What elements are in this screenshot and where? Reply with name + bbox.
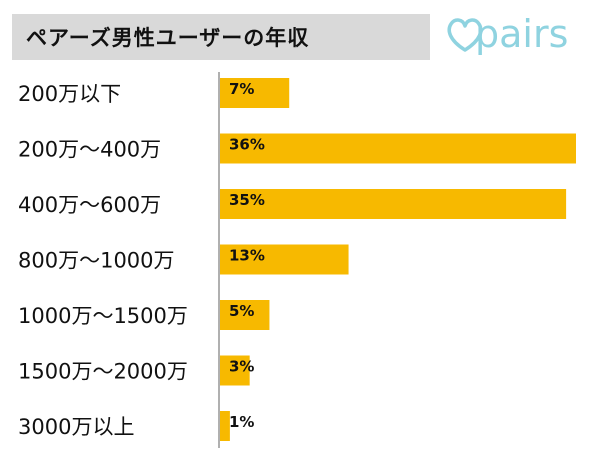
value-label: 36% [229, 136, 265, 154]
heart-outline-icon [447, 18, 483, 52]
pairs-logo: pairs [445, 10, 590, 60]
value-label: 3% [229, 358, 254, 376]
category-label: 1500万〜2000万 [18, 360, 188, 384]
labels-layer: 200万以下 7% 200万〜400万 36% 400万〜600万 35% 800万〜100… [18, 80, 265, 439]
bars-layer [220, 78, 576, 441]
value-label: 5% [229, 302, 254, 320]
category-label: 400万〜600万 [18, 193, 161, 217]
value-label: 13% [229, 247, 265, 265]
category-label: 3000万以上 [18, 415, 134, 439]
value-label: 7% [229, 80, 254, 98]
bar-0 [220, 78, 290, 108]
bar-3 [220, 244, 349, 275]
value-label: 35% [229, 191, 265, 209]
category-label: 800万〜1000万 [18, 249, 175, 273]
bar-4 [220, 300, 270, 330]
value-label: 1% [229, 413, 254, 431]
category-label: 1000万〜1500万 [18, 304, 188, 328]
bar-1 [220, 133, 576, 164]
bar-5 [220, 355, 250, 386]
bar-2 [220, 189, 567, 219]
category-label: 200万以下 [18, 82, 121, 106]
chart-title: ペアーズ男性ユーザーの年収 [26, 26, 310, 50]
category-label: 200万〜400万 [18, 138, 161, 162]
chart-title-banner: ペアーズ男性ユーザーの年収 [12, 14, 430, 60]
bar-6 [220, 411, 230, 441]
logo-wordmark: pairs [475, 12, 569, 56]
